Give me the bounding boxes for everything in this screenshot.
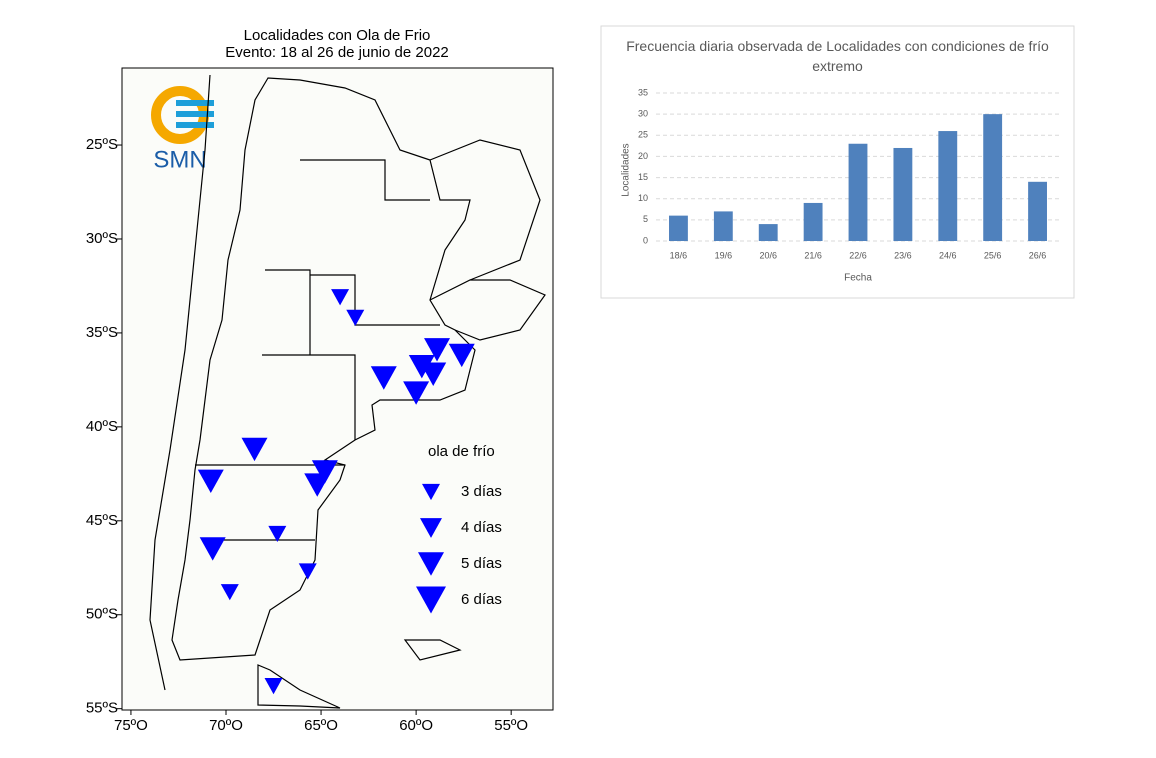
y-tick-label: 20 [638, 151, 648, 161]
y-tick-label: 35 [638, 87, 648, 97]
marker [370, 366, 397, 390]
bar [893, 147, 913, 241]
x-tick-label: 18/6 [670, 250, 688, 260]
legend-marker [418, 552, 444, 576]
legend-marker [416, 586, 446, 614]
marker [264, 678, 283, 695]
y-tick-label: 30 [638, 109, 648, 119]
y-tick-label: 40ºS [86, 418, 118, 435]
marker [448, 343, 475, 368]
map-title: Localidades con Ola de Frio [244, 27, 431, 44]
marker [298, 563, 317, 580]
coastlines [149, 74, 546, 709]
chart-title: Frecuencia diaria observada de Localidad… [626, 38, 1049, 74]
y-tick-label: 10 [638, 193, 648, 203]
marker [199, 537, 226, 561]
y-tick-label: 15 [638, 172, 648, 182]
y-tick-label: 55ºS [86, 700, 118, 717]
marker [408, 355, 435, 379]
legend-label: 5 días [461, 555, 502, 572]
bar [848, 143, 868, 241]
y-tick-label: 0 [643, 235, 648, 245]
legend-label: 4 días [461, 519, 502, 536]
x-tick-label: 22/6 [849, 250, 867, 260]
x-tick-label: 23/6 [894, 250, 912, 260]
legend-label: 3 días [461, 483, 502, 500]
legend-marker [422, 483, 440, 501]
map-frame [121, 67, 554, 711]
bar [669, 215, 688, 241]
legend-label: 6 días [461, 591, 502, 608]
bar [983, 114, 1003, 241]
bar [758, 224, 778, 241]
marker [424, 338, 451, 362]
marker [346, 309, 365, 326]
marker [311, 460, 338, 484]
y-tick-label: 25 [638, 130, 648, 140]
bar [938, 131, 958, 241]
marker [268, 525, 287, 543]
y-tick-label: 45ºS [86, 512, 118, 529]
x-tick-label: 60ºO [399, 717, 433, 734]
y-tick-label: 30ºS [86, 230, 118, 247]
marker [241, 437, 268, 462]
x-tick-label: 20/6 [759, 250, 777, 260]
x-tick-label: 19/6 [715, 250, 733, 260]
x-tick-label: 26/6 [1029, 250, 1047, 260]
y-tick-label: 5 [643, 214, 648, 224]
x-axis-label: Fecha [844, 273, 872, 284]
legend-marker [420, 518, 442, 538]
bar [803, 202, 823, 241]
bar [1028, 181, 1047, 241]
x-tick-label: 70ºO [209, 717, 243, 734]
y-tick-label: 35ºS [86, 324, 118, 341]
marker [403, 381, 430, 405]
bar [713, 211, 733, 241]
legend-title: ola de frío [428, 443, 495, 460]
marker [331, 289, 350, 306]
marker [197, 469, 224, 494]
y-tick-label: 50ºS [86, 606, 118, 623]
x-tick-label: 24/6 [939, 250, 957, 260]
x-tick-label: 75ºO [114, 717, 148, 734]
marker [420, 362, 447, 386]
map-title: Evento: 18 al 26 de junio de 2022 [225, 44, 449, 61]
marker [304, 473, 331, 497]
y-axis-label: Localidades [621, 143, 632, 196]
x-tick-label: 21/6 [804, 250, 822, 260]
logo-text: SMN [153, 146, 206, 173]
logo: SMN [151, 86, 214, 173]
x-tick-label: 65ºO [304, 717, 338, 734]
marker [220, 584, 239, 601]
x-tick-label: 25/6 [984, 250, 1002, 260]
y-tick-label: 25ºS [86, 136, 118, 153]
x-tick-label: 55ºO [494, 717, 528, 734]
